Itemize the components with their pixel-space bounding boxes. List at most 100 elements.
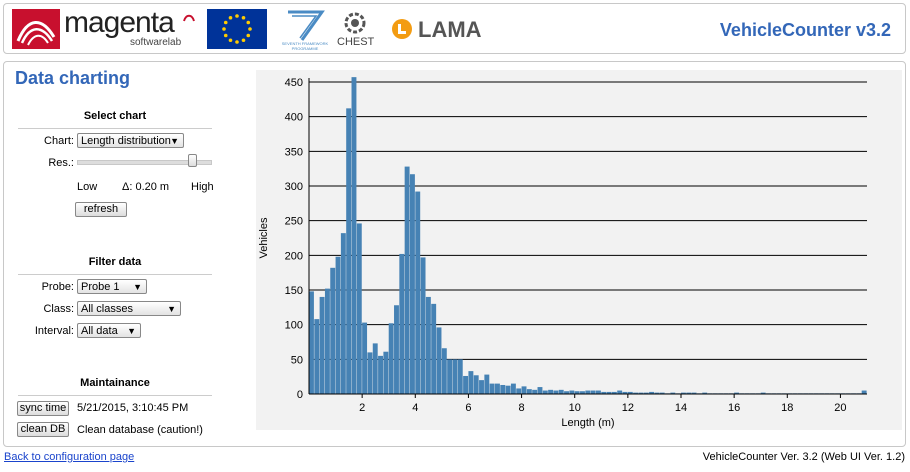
histogram-bar — [585, 390, 591, 394]
fp7-logo-text-2: PROGRAMME — [291, 46, 319, 51]
histogram-bar — [319, 296, 325, 394]
histogram-bar — [436, 327, 442, 394]
histogram-bar — [537, 387, 543, 394]
delta-label: Δ: 0.20 m — [122, 181, 170, 193]
x-tick-label: 18 — [781, 402, 793, 414]
histogram-bar — [649, 391, 655, 394]
histogram-bar — [314, 319, 320, 394]
class-label: Class: — [43, 303, 74, 315]
fp7-logo-text: SEVENTH FRAMEWORK — [281, 41, 329, 46]
histogram-bar — [670, 392, 676, 394]
histogram-bar — [420, 257, 426, 394]
histogram-bar — [580, 391, 585, 394]
histogram-bar — [760, 392, 766, 394]
refresh-button[interactable]: refresh — [75, 202, 127, 217]
magenta-logo-mark-icon — [183, 14, 195, 22]
probe-label: Probe: — [41, 281, 74, 293]
histogram-bar — [516, 388, 522, 394]
x-tick-label: 14 — [675, 402, 687, 414]
histogram-bar — [473, 375, 479, 394]
histogram-bar — [351, 77, 357, 394]
class-select[interactable]: All classes ▼ — [77, 301, 181, 316]
resolution-slider[interactable] — [77, 154, 212, 168]
dropdown-arrow-icon: ▼ — [127, 326, 136, 336]
histogram-bar — [611, 391, 617, 394]
x-tick-label: 10 — [569, 402, 581, 414]
x-tick-label: 2 — [359, 402, 365, 414]
histogram-bar — [415, 191, 421, 394]
histogram-bar — [702, 392, 708, 394]
histogram-bar — [340, 233, 346, 394]
x-tick-label: 6 — [465, 402, 471, 414]
histogram-bar — [394, 305, 399, 394]
histogram-bar — [362, 322, 368, 394]
histogram-bar — [558, 389, 564, 394]
histogram-bar — [388, 323, 394, 394]
chart-select[interactable]: Length distribution ▼ — [77, 133, 184, 148]
y-tick-label: 400 — [285, 112, 303, 124]
histogram-bar — [452, 359, 458, 394]
histogram-bar — [399, 253, 405, 394]
histogram-bar — [457, 359, 463, 394]
interval-select[interactable]: All data ▼ — [77, 323, 141, 338]
histogram-bar — [861, 390, 867, 394]
histogram-bar — [346, 108, 352, 394]
clean-db-button[interactable]: clean DB — [17, 422, 69, 437]
histogram-bar — [356, 223, 362, 394]
histogram-bar — [627, 391, 633, 394]
histogram-bar — [622, 391, 628, 394]
histogram-bar — [463, 375, 469, 394]
histogram-bar — [553, 390, 559, 394]
slider-thumb[interactable] — [187, 154, 197, 167]
histogram-bar — [686, 392, 692, 394]
histogram-bar — [378, 355, 383, 394]
x-tick-label: 20 — [834, 402, 846, 414]
page-title: Data charting — [15, 68, 131, 88]
back-to-configuration-link[interactable]: Back to configuration page — [4, 451, 135, 463]
histogram-bar — [532, 389, 538, 394]
histogram-bar — [404, 166, 410, 394]
y-tick-label: 0 — [297, 389, 303, 401]
histogram-bar — [590, 390, 596, 394]
histogram-bar — [367, 352, 373, 394]
divider — [18, 274, 212, 275]
x-tick-label: 16 — [728, 402, 740, 414]
length-histogram-chart: 0 50 100 150 200 250 300 350 400 450 2 4 6 8 10 12 14 16 1… — [258, 77, 867, 429]
histogram-bar — [409, 174, 415, 394]
x-axis-label: Length (m) — [561, 417, 614, 429]
app-title: VehicleCounter v3.2 — [719, 20, 891, 40]
res-label: Res.: — [48, 157, 74, 169]
histogram-bar — [479, 380, 484, 394]
y-tick-label: 50 — [291, 354, 303, 366]
x-tick-label: 12 — [622, 402, 634, 414]
histogram-bar — [500, 384, 506, 394]
filter-heading: Filter data — [88, 256, 142, 268]
histogram-bar — [505, 385, 511, 394]
magenta-logo-text: magenta — [64, 6, 175, 39]
probe-select[interactable]: Probe 1 ▼ — [77, 279, 147, 294]
main-panel: Data charting Select chart Chart: Length… — [3, 61, 906, 447]
slider-track — [77, 160, 212, 165]
histogram-bar — [309, 291, 314, 394]
maintenance-heading: Maintainance — [80, 377, 150, 389]
lama-logo-text: LAMA — [418, 17, 482, 42]
y-tick-label: 300 — [285, 181, 303, 193]
chart-select-value: Length distribution — [81, 135, 171, 147]
histogram-bar — [447, 359, 453, 394]
histogram-bar — [617, 390, 623, 394]
dropdown-arrow-icon: ▼ — [167, 304, 176, 314]
chart-label: Chart: — [44, 135, 74, 147]
chest-logo-icon — [344, 12, 366, 34]
magenta-logo-icon — [12, 9, 60, 49]
x-tick-label: 4 — [412, 402, 418, 414]
histogram-bar — [601, 391, 607, 394]
histogram-bar — [335, 256, 341, 394]
y-tick-label: 250 — [285, 216, 303, 228]
lama-logo-icon — [392, 19, 412, 39]
histogram-bar — [633, 392, 639, 394]
sync-time-button[interactable]: sync time — [17, 401, 69, 416]
fp7-logo-icon — [288, 10, 325, 41]
y-tick-label: 350 — [285, 146, 303, 158]
clean-db-value: Clean database (caution!) — [77, 424, 203, 436]
histogram-bar — [489, 383, 495, 394]
